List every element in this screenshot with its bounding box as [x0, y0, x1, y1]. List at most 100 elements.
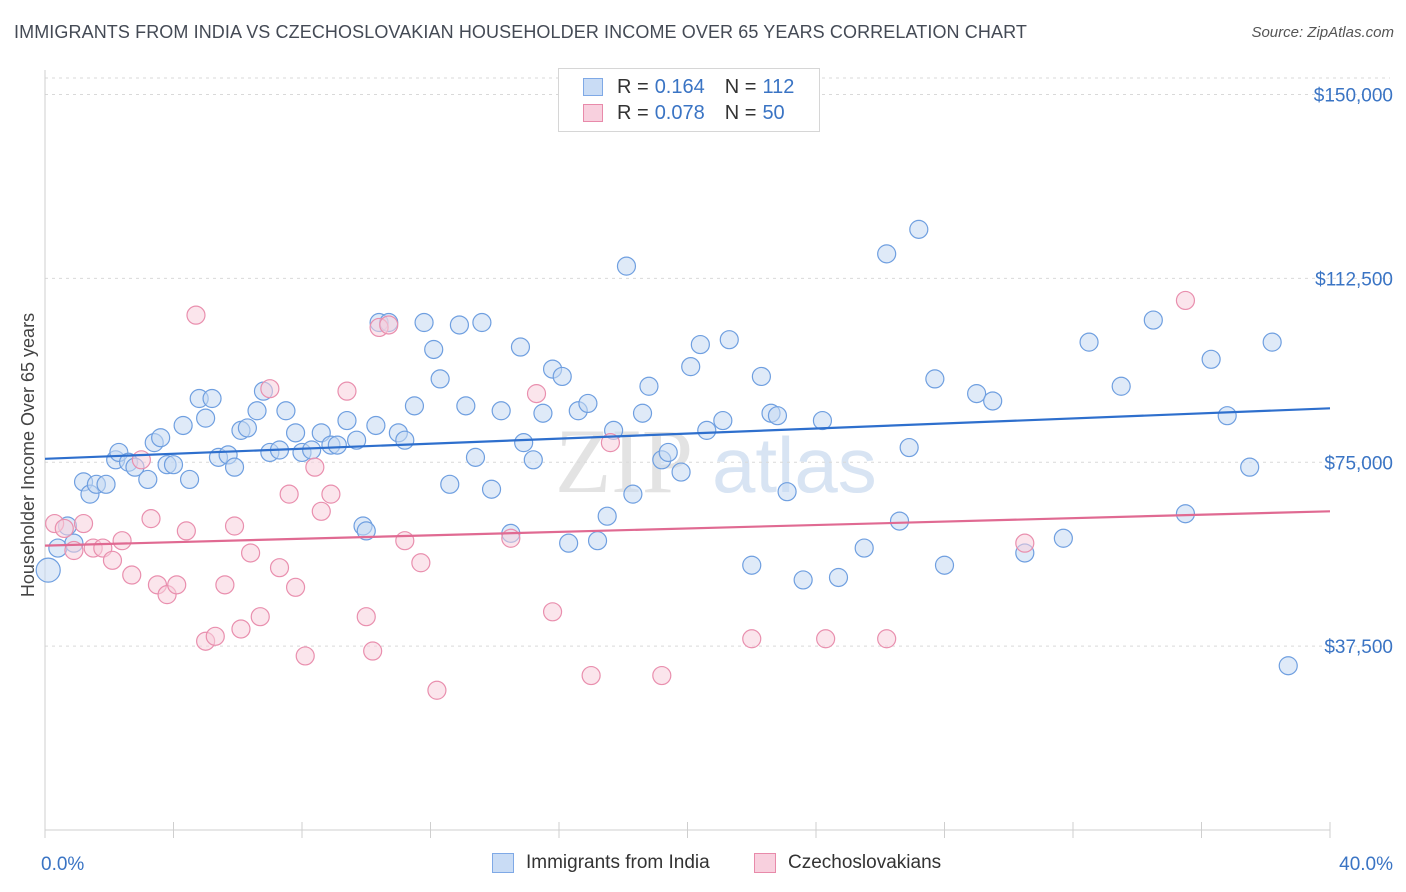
point-india-80 [697, 420, 717, 440]
point-india-96 [925, 369, 945, 389]
point-india-89 [812, 410, 833, 431]
point-india-12 [138, 469, 158, 490]
point-india-17 [173, 415, 193, 436]
point-czech-23 [260, 379, 280, 399]
point-india-94 [899, 437, 919, 458]
point-india-56 [481, 479, 502, 499]
point-india-69 [597, 506, 617, 526]
point-india-106 [1201, 349, 1221, 369]
point-india-51 [440, 474, 460, 494]
x-tick-label-end: 40.0% [1339, 854, 1393, 875]
legend-row-czech: R = 0.078 N = 50 [583, 101, 785, 125]
point-india-16 [163, 455, 184, 475]
point-india-31 [276, 401, 296, 421]
point-india-50 [430, 369, 450, 389]
point-czech-45 [742, 629, 762, 649]
point-india-78 [681, 357, 701, 377]
point-czech-6 [102, 550, 123, 570]
point-india-98 [967, 384, 987, 404]
legend-r-label: R = [617, 101, 649, 124]
point-czech-43 [600, 433, 621, 453]
point-india-72 [623, 484, 643, 504]
point-india-59 [510, 337, 531, 357]
correlation-legend: R = 0.164 N = 112 R = 0.078 N = 50 [558, 68, 820, 132]
legend-n-label: N = [724, 75, 757, 98]
point-india-68 [587, 531, 608, 551]
point-india-93 [889, 511, 910, 531]
trend-lines [44, 407, 1331, 547]
point-india-37 [327, 435, 347, 455]
point-india-97 [934, 555, 955, 575]
point-india-61 [523, 450, 543, 470]
chart-source: Source: ZipAtlas.com [1251, 24, 1394, 41]
legend-n-value-india: 112 [762, 75, 795, 98]
point-czech-29 [311, 501, 331, 521]
point-czech-21 [241, 543, 261, 563]
point-india-76 [658, 442, 678, 463]
point-czech-19 [224, 516, 245, 536]
point-czech-30 [321, 484, 341, 504]
legend-r-label: R = [617, 75, 649, 98]
bottom-legend-label-india: Immigrants from India [526, 852, 710, 873]
point-india-108 [1240, 457, 1260, 477]
legend-swatch-czech [583, 104, 603, 122]
point-india-110 [1278, 656, 1298, 676]
bottom-swatch-czech [754, 853, 776, 873]
legend-r-value-india: 0.164 [654, 75, 705, 98]
point-czech-20 [231, 619, 251, 639]
point-india-46 [395, 430, 415, 450]
point-czech-40 [526, 384, 547, 404]
point-india-84 [751, 366, 771, 387]
point-india-41 [356, 521, 376, 541]
point-india-20 [196, 408, 216, 428]
point-india-73 [632, 403, 653, 423]
axis-labels: $37,500 $75,000 $112,500 $150,000 0.0% 40.0% H… [18, 86, 1393, 875]
point-india-55 [472, 312, 492, 333]
trend-line-czech [44, 510, 1331, 547]
point-czech-24 [269, 558, 290, 578]
point-india-54 [465, 447, 486, 467]
point-czech-7 [112, 531, 132, 551]
legend-r-value-czech: 0.078 [654, 101, 705, 124]
point-india-47 [404, 396, 425, 416]
point-india-88 [793, 570, 813, 590]
point-india-79 [690, 334, 710, 355]
point-india-82 [719, 330, 739, 350]
point-india-101 [1053, 528, 1073, 548]
bottom-legend-czech: Czechoslovakians [754, 852, 941, 874]
point-india-109 [1262, 332, 1282, 352]
point-india-48 [414, 312, 434, 333]
point-czech-46 [816, 629, 836, 649]
point-czech-14 [176, 521, 196, 541]
y-tick-label-1: $75,000 [1324, 453, 1393, 474]
point-india-102 [1079, 332, 1099, 352]
point-czech-49 [1175, 290, 1196, 311]
point-czech-13 [167, 575, 187, 595]
point-czech-15 [186, 305, 206, 325]
x-tick-label-start: 0.0% [41, 854, 84, 875]
point-india-49 [424, 339, 444, 360]
point-india-57 [491, 401, 511, 421]
point-india-34 [302, 440, 322, 460]
point-india-32 [285, 423, 306, 443]
point-india-38 [337, 410, 357, 431]
bottom-legend-label-czech: Czechoslovakians [788, 852, 942, 873]
legend-n-value-czech: 50 [762, 101, 785, 124]
point-india-92 [877, 244, 897, 264]
y-tick-label-2: $112,500 [1315, 269, 1393, 290]
point-czech-31 [337, 381, 357, 401]
point-czech-8 [122, 565, 142, 585]
point-india-53 [456, 396, 476, 416]
point-india-42 [366, 415, 386, 436]
point-czech-32 [356, 607, 376, 627]
point-india-18 [179, 469, 200, 490]
point-india-86 [767, 406, 788, 426]
point-india-104 [1143, 310, 1163, 330]
point-india-77 [671, 462, 691, 482]
point-czech-42 [581, 665, 601, 686]
point-india-52 [449, 315, 470, 335]
point-czech-25 [279, 484, 299, 504]
point-czech-26 [285, 577, 306, 597]
point-india-99 [983, 391, 1003, 411]
point-india-91 [854, 538, 874, 558]
